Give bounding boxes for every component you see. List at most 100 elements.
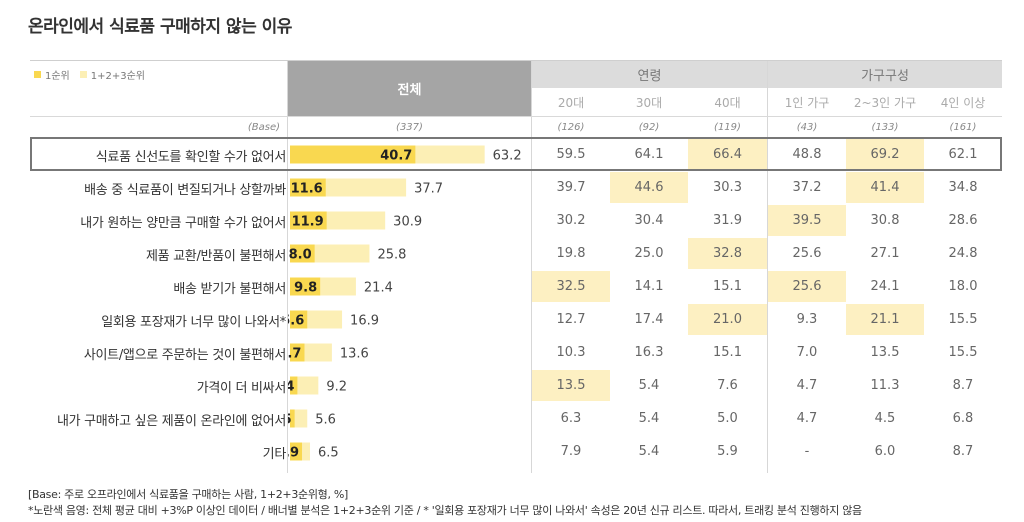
bar-first xyxy=(290,211,327,230)
table-cell: 27.1 xyxy=(870,246,900,261)
bar-label-first: 1.5 xyxy=(288,413,292,428)
table-cell: 19.8 xyxy=(556,246,586,261)
bar-label-first: 5.6 xyxy=(288,314,304,329)
base-30s: (92) xyxy=(638,121,660,133)
header-group-household: 가구구성 xyxy=(768,61,1002,88)
table-cell: 32.8 xyxy=(688,238,767,269)
bar-first xyxy=(290,277,321,296)
bar-first xyxy=(290,178,326,197)
row-label: 제품 교환/반품이 불편해서 xyxy=(145,249,286,264)
table-cell: 7.9 xyxy=(560,444,582,459)
table-cell: 21.1 xyxy=(846,304,924,335)
bar-label-combined: 6.5 xyxy=(318,446,339,461)
table-cell: 24.1 xyxy=(870,279,900,294)
table-cell: 14.1 xyxy=(634,279,664,294)
table-cell: 30.2 xyxy=(556,213,586,228)
bar-label-first: 11.6 xyxy=(291,182,323,197)
bar-first xyxy=(290,310,308,329)
bar-chart: 40.7 63.2 11.6 37.7 11.9 30.9 8.0 25.8 9.8 21.4 5.… xyxy=(288,145,522,461)
table-cell: 25.6 xyxy=(792,246,822,261)
table-cell: 21.0 xyxy=(688,304,767,335)
bar-first xyxy=(290,244,315,263)
table-cell: 59.5 xyxy=(556,147,586,162)
row-label: 내가 원하는 양만큼 구매할 수가 없어서 xyxy=(80,216,286,231)
bar-first xyxy=(290,343,305,362)
bar-first xyxy=(290,376,298,395)
bar-label-combined: 9.2 xyxy=(326,380,347,395)
legend-label-first: 1순위 xyxy=(45,71,70,82)
table-cell: 17.4 xyxy=(634,312,664,327)
chart-legend: 1순위 1+2+3순위 xyxy=(34,67,145,82)
header-sub-40s: 40대 xyxy=(714,95,741,110)
header-sub-single: 1인 가구 xyxy=(784,95,830,110)
table-cell: 39.7 xyxy=(556,180,586,195)
base-20s: (126) xyxy=(557,121,585,133)
bar-label-first: 2.4 xyxy=(288,380,294,395)
page-title: 온라인에서 식료품 구매하지 않는 이유 xyxy=(28,17,292,37)
table-cell: 8.7 xyxy=(952,378,974,393)
table-cell: 30.3 xyxy=(713,180,742,195)
row-label: 배송 중 식료품이 변질되거나 상할까봐 xyxy=(84,183,286,198)
bar-label-combined: 16.9 xyxy=(350,314,379,329)
bar-label-combined: 5.6 xyxy=(315,413,336,428)
base-two-three: (133) xyxy=(871,121,899,133)
table-cell: 15.5 xyxy=(948,312,978,327)
bar-label-combined: 13.6 xyxy=(340,347,369,362)
table-cell: 16.3 xyxy=(634,345,664,360)
table-cell: 30.4 xyxy=(634,213,664,228)
table-cell: 32.5 xyxy=(532,271,610,302)
table-cell: 69.2 xyxy=(846,139,924,170)
bar-first xyxy=(290,409,295,428)
table-cell: 48.8 xyxy=(792,147,822,162)
table-cell: 5.4 xyxy=(638,378,660,393)
bar-label-first: 4.7 xyxy=(288,347,301,362)
table-cell: 7.6 xyxy=(717,378,738,393)
bar-label-first: 9.8 xyxy=(294,281,317,296)
table-cell: 6.8 xyxy=(952,411,974,426)
table-cell: 66.4 xyxy=(688,139,767,170)
row-label: 가격이 더 비싸서 xyxy=(196,381,287,396)
row-label: 식료품 신선도를 확인할 수가 없어서 xyxy=(95,150,287,165)
table-cell: 4.7 xyxy=(796,411,818,426)
divider-total-column xyxy=(531,61,532,473)
table-cell: 18.0 xyxy=(948,279,978,294)
header-total: 전체 xyxy=(288,61,531,116)
table-cell: 62.1 xyxy=(948,147,978,162)
table-cell: - xyxy=(804,444,810,459)
bar-label-combined: 37.7 xyxy=(414,182,443,197)
base-single: (43) xyxy=(796,121,818,133)
row-label: 사이트/앱으로 주문하는 것이 불편해서 xyxy=(83,348,286,363)
bar-label-combined: 30.9 xyxy=(393,215,422,230)
header-group-age: 연령 xyxy=(532,61,767,88)
legend-swatch-combined xyxy=(79,71,87,78)
header-sub-four-plus: 4인 이상 xyxy=(940,95,986,110)
bar-first xyxy=(290,145,416,164)
table-cell: 13.5 xyxy=(870,345,900,360)
legend-label-combined: 1+2+3순위 xyxy=(90,71,146,82)
table-cell: 7.0 xyxy=(796,345,818,360)
table-cell: 12.7 xyxy=(556,312,586,327)
bar-label-first: 8.0 xyxy=(289,248,312,263)
divider-label-column xyxy=(287,61,288,473)
bar-label-first: 11.9 xyxy=(292,215,324,230)
table-cell: 5.0 xyxy=(717,411,738,426)
table-cell: 41.4 xyxy=(846,172,924,203)
footnote-note: *노란색 음영: 전체 평균 대비 +3%P 이상인 데이터 / 배너별 분석은… xyxy=(28,504,862,517)
header-sub-two-three: 2~3인 가구 xyxy=(853,95,917,110)
legend-swatch-first xyxy=(34,71,41,78)
table-cell: 8.7 xyxy=(952,444,974,459)
table-cell: 5.4 xyxy=(638,444,660,459)
table-cell: 28.6 xyxy=(948,213,978,228)
top-divider xyxy=(30,60,1002,61)
row-label: 내가 구매하고 싶은 제품이 온라인에 없어서 xyxy=(56,414,286,429)
table-cell: 39.5 xyxy=(768,205,846,236)
row-label: 배송 받기가 불편해서 xyxy=(173,282,286,297)
table-cell: 5.4 xyxy=(638,411,660,426)
table-cell: 6.3 xyxy=(560,411,582,426)
table-cell: 30.8 xyxy=(870,213,900,228)
divider-group-column xyxy=(767,61,768,473)
table-cell: 37.2 xyxy=(792,180,822,195)
bar-label-combined: 25.8 xyxy=(377,248,406,263)
table-cell: 11.3 xyxy=(870,378,900,393)
table-cell: 31.9 xyxy=(713,213,742,228)
